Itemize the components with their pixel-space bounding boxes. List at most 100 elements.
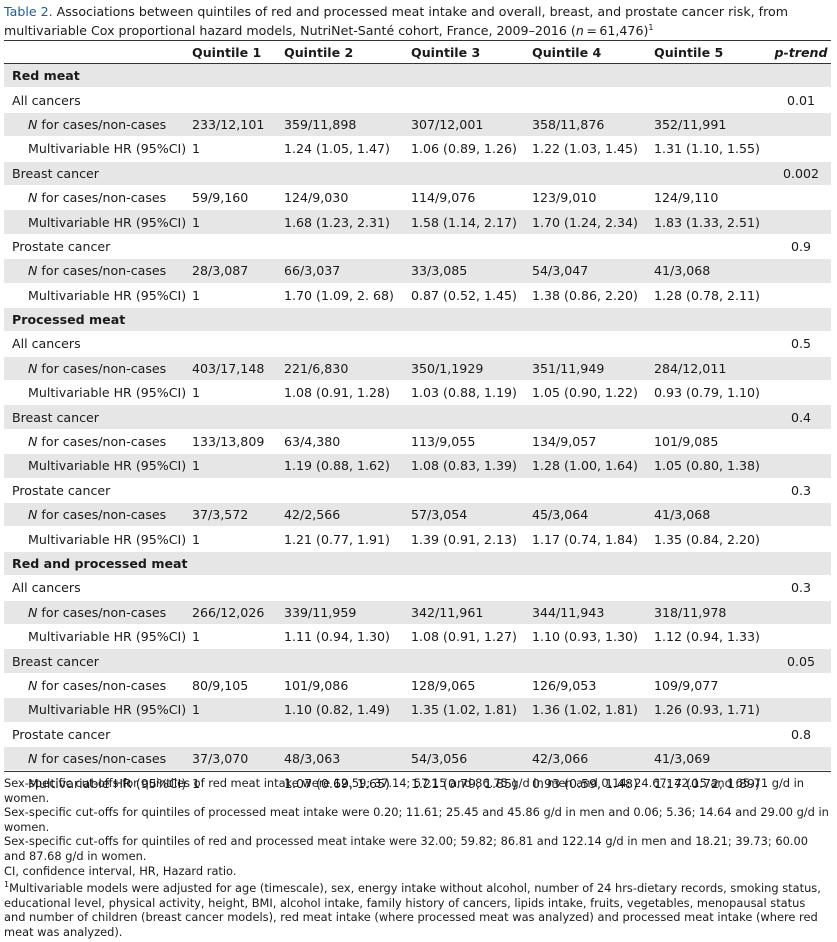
quintile-1-value: 1 — [192, 697, 284, 723]
quintile-4-value: 351/11,949 — [532, 356, 654, 381]
cases-label-text: for cases/non-cases — [37, 434, 167, 450]
hazard-ratio-row: Multivariable HR (95%CI) 1 1.19 (0.88, 1.6… — [4, 453, 831, 479]
quintile-3-value: 1.08 (0.91, 1.27) — [411, 629, 517, 645]
p-trend-value: 0.05 — [771, 648, 831, 674]
table-body: Red meat All cancers 0.01 N for cases/non-c… — [4, 63, 831, 796]
top-rule — [4, 40, 831, 41]
quintile-5-value: 284/12,011 — [654, 356, 771, 381]
quintile-2-value: 63/4,380 — [284, 434, 341, 450]
p-trend-value: 0.5 — [790, 336, 812, 352]
quintile-5-value: 318/11,978 — [654, 600, 771, 625]
cancer-type-label: Breast cancer — [4, 404, 771, 430]
quintile-3-value: 114/9,076 — [411, 190, 476, 206]
quintile-2-value: 1.21 (0.77, 1.91) — [284, 531, 390, 547]
cases-row: N for cases/non-cases 403/17,148 221/6,830… — [4, 356, 831, 381]
hazard-ratio-row: Multivariable HR (95%CI) 1 1.11 (0.94, 1.3… — [4, 624, 831, 649]
quintile-3-value: 307/12,001 — [411, 112, 532, 137]
cases-label: N for cases/non-cases — [4, 112, 192, 137]
quintile-5-value: 352/11,991 — [654, 112, 771, 137]
quintile-1-value: 1 — [192, 629, 201, 645]
p-trend-value: 0.3 — [790, 482, 812, 498]
quintile-1-value: 1 — [192, 775, 201, 791]
quintile-3-value: 342/11,961 — [411, 600, 532, 625]
quintile-2-value: 359/11,898 — [284, 112, 411, 137]
quintile-4-value: 1.28 (1.00, 1.64) — [532, 453, 654, 479]
caption-n-value: = 61,476) — [583, 23, 649, 39]
cancer-type-row: Prostate cancer 0.9 — [4, 234, 831, 259]
n-symbol: N — [28, 116, 38, 132]
cases-label: N for cases/non-cases — [4, 185, 192, 209]
quintile-1-value: 266/12,026 — [192, 600, 284, 625]
n-symbol: N — [28, 507, 38, 523]
footnote-marker: 1 — [4, 880, 10, 890]
table-notes: Sex-specific cut-offs for quintiles of r… — [4, 776, 830, 939]
quintile-2-value: 1.08 (0.91, 1.28) — [284, 385, 390, 401]
quintile-4-value: 1.05 (0.90, 1.22) — [532, 385, 638, 401]
cases-label-text: for cases/non-cases — [37, 507, 167, 523]
hr-label: Multivariable HR (95%CI) — [4, 209, 192, 235]
group-label: Processed meat — [4, 307, 831, 332]
quintile-2-value: 1.68 (1.23, 2.31) — [284, 209, 411, 235]
quintile-4-value: 134/9,057 — [532, 434, 597, 450]
quintile-3-value: 57/3,054 — [411, 502, 532, 527]
quintile-5-value: 1.28 (0.78, 2.11) — [654, 287, 760, 303]
cases-label-text: for cases/non-cases — [37, 263, 167, 279]
header-row: Quintile 1 Quintile 2 Quintile 3 Quintil… — [4, 41, 831, 64]
quintile-5-value: 101/9,085 — [654, 434, 719, 450]
header-blank — [4, 41, 192, 64]
cases-row: N for cases/non-cases 28/3,087 66/3,037 33/… — [4, 258, 831, 284]
n-symbol: N — [28, 434, 38, 450]
quintile-4-value: 1.22 (1.03, 1.45) — [532, 141, 638, 157]
caption-footnote-marker: 1 — [648, 23, 654, 32]
header-quintile-4: Quintile 4 — [532, 41, 654, 64]
group-label: Red and processed meat — [4, 551, 831, 576]
quintile-1-value: 1 — [192, 453, 284, 479]
hazard-ratio-row: Multivariable HR (95%CI) 1 1.08 (0.91, 1.2… — [4, 381, 831, 405]
quintile-3-value: 54/3,056 — [411, 746, 532, 771]
quintile-4-value: 45/3,064 — [532, 502, 654, 527]
quintile-1-value: 1 — [192, 531, 201, 547]
cancer-type-label: Breast cancer — [4, 648, 771, 674]
note-abbreviations: CI, confidence interval, HR, Hazard rati… — [4, 863, 237, 878]
n-symbol: N — [28, 263, 38, 279]
header-quintile-2: Quintile 2 — [284, 41, 411, 64]
quintile-2-value: 1.07 (0.69, 1.65) — [284, 775, 390, 791]
quintile-1-value: 59/9,160 — [192, 190, 249, 206]
quintile-3-value: 1.08 (0.83, 1.39) — [411, 453, 532, 479]
cases-row: N for cases/non-cases 266/12,026 339/11,95… — [4, 600, 831, 625]
quintile-5-value: 1.12 (0.94, 1.33) — [654, 629, 760, 645]
quintile-4-value: 42/3,066 — [532, 746, 654, 771]
quintile-1-value: 233/12,101 — [192, 112, 284, 137]
quintile-3-value: 0.87 (0.52, 1.45) — [411, 287, 517, 303]
header-quintile-1: Quintile 1 — [192, 41, 284, 64]
hr-label: Multivariable HR (95%CI) — [28, 531, 187, 547]
quintile-3-value: 33/3,085 — [411, 258, 532, 284]
quintile-4-value: 1.36 (1.02, 1.81) — [532, 697, 654, 723]
quintile-5-value: 1.83 (1.33, 2.51) — [654, 209, 771, 235]
p-trend-empty — [771, 112, 831, 137]
quintile-2-value: 1.11 (0.94, 1.30) — [284, 629, 390, 645]
quintile-5-value: 41/3,068 — [654, 258, 771, 284]
cases-label-text: for cases/non-cases — [37, 751, 167, 767]
quintile-4-value: 126/9,053 — [532, 677, 597, 693]
cases-label: N for cases/non-cases — [4, 746, 192, 771]
hr-label: Multivariable HR (95%CI) — [28, 775, 187, 791]
cases-label: N for cases/non-cases — [4, 502, 192, 527]
quintile-5-value: 1.31 (1.10, 1.55) — [654, 141, 760, 157]
n-symbol: N — [28, 751, 38, 767]
quintile-4-value: 1.70 (1.24, 2.34) — [532, 209, 654, 235]
quintile-3-value: 350/1,1929 — [411, 356, 532, 381]
quintile-4-value: 1.38 (0.86, 2.20) — [532, 287, 638, 303]
p-trend-empty — [771, 502, 831, 527]
quintile-5-value: 41/3,068 — [654, 502, 771, 527]
p-trend-empty — [771, 697, 831, 723]
p-trend-empty — [771, 600, 831, 625]
quintile-2-value: 124/9,030 — [284, 190, 349, 206]
hazard-ratio-row: Multivariable HR (95%CI) 1 1.68 (1.23, 2.3… — [4, 209, 831, 235]
cases-label: N for cases/non-cases — [4, 600, 192, 625]
quintile-2-value: 1.24 (1.05, 1.47) — [284, 141, 390, 157]
caption-text: Associations between quintiles of red an… — [4, 4, 788, 39]
cases-label-text: for cases/non-cases — [37, 677, 167, 693]
quintile-5-value: 1.05 (0.80, 1.38) — [654, 453, 771, 479]
hr-label: Multivariable HR (95%CI) — [4, 697, 192, 723]
